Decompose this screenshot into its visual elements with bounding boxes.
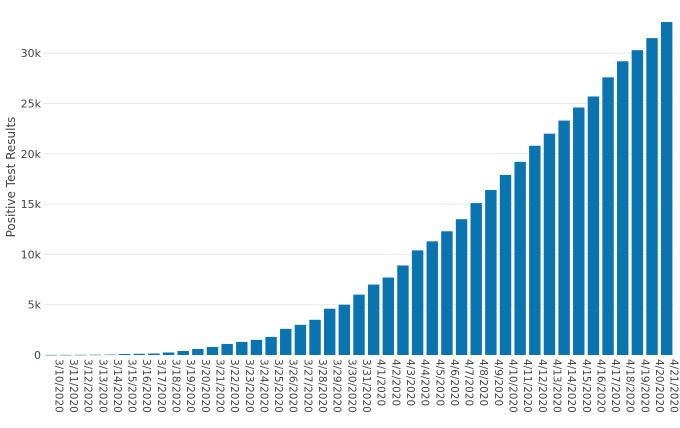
x-tick-label: 3/24/2020 xyxy=(257,359,269,413)
bar[interactable] xyxy=(323,308,336,355)
bar[interactable] xyxy=(543,133,556,355)
x-tick-label: 3/22/2020 xyxy=(228,359,240,413)
y-axis-ticks: 0 5k 10k 15k 20k 25k 30k xyxy=(21,47,42,362)
x-tick-label: 3/11/2020 xyxy=(67,359,79,413)
x-tick-label: 3/17/2020 xyxy=(155,359,167,413)
x-tick-label: 4/2/2020 xyxy=(389,359,401,406)
y-axis-label: Positive Test Results xyxy=(4,117,18,238)
bar[interactable] xyxy=(397,265,409,355)
bar[interactable] xyxy=(148,353,160,355)
x-tick-label: 3/23/2020 xyxy=(243,359,255,413)
x-tick-label: 4/1/2020 xyxy=(375,359,387,406)
x-tick-label: 4/4/2020 xyxy=(419,359,431,406)
x-tick-label: 4/3/2020 xyxy=(404,359,416,406)
y-tick-label: 20k xyxy=(21,148,42,161)
x-tick-label: 3/15/2020 xyxy=(126,359,138,413)
bar[interactable] xyxy=(338,304,351,355)
bar[interactable] xyxy=(133,353,145,355)
x-tick-label: 3/14/2020 xyxy=(111,359,123,413)
x-tick-label: 4/19/2020 xyxy=(638,359,650,413)
x-tick-label: 4/12/2020 xyxy=(536,359,548,413)
bar[interactable] xyxy=(617,61,629,356)
x-tick-label: 3/27/2020 xyxy=(301,359,313,413)
x-tick-label: 4/13/2020 xyxy=(550,359,562,413)
bar[interactable] xyxy=(573,107,585,355)
x-tick-label: 3/18/2020 xyxy=(170,359,182,413)
x-tick-label: 4/17/2020 xyxy=(609,359,621,413)
x-tick-label: 4/16/2020 xyxy=(594,359,606,413)
bar[interactable] xyxy=(236,341,248,355)
x-tick-label: 3/28/2020 xyxy=(316,359,328,413)
bar[interactable] xyxy=(192,348,204,355)
x-tick-label: 4/18/2020 xyxy=(624,359,636,413)
bar[interactable] xyxy=(646,38,658,355)
x-tick-label: 3/13/2020 xyxy=(96,359,108,413)
bar[interactable] xyxy=(558,120,570,356)
x-tick-label: 3/12/2020 xyxy=(82,359,94,413)
bars xyxy=(45,22,673,356)
x-tick-label: 3/30/2020 xyxy=(345,359,357,413)
y-tick-label: 10k xyxy=(21,248,42,261)
x-tick-label: 3/16/2020 xyxy=(140,359,152,413)
x-tick-label: 4/10/2020 xyxy=(507,359,519,413)
bar[interactable] xyxy=(118,353,131,355)
bar[interactable] xyxy=(45,354,58,356)
bar[interactable] xyxy=(485,190,497,355)
bar[interactable] xyxy=(265,336,277,355)
x-tick-label: 4/7/2020 xyxy=(463,359,475,406)
x-tick-label: 3/29/2020 xyxy=(331,359,343,413)
bar[interactable] xyxy=(104,354,116,356)
x-tick-label: 4/15/2020 xyxy=(580,359,592,413)
bar[interactable] xyxy=(294,324,307,355)
bar[interactable] xyxy=(470,203,482,355)
bar[interactable] xyxy=(455,219,468,355)
x-tick-label: 3/20/2020 xyxy=(199,359,211,413)
bar[interactable] xyxy=(89,354,101,356)
y-tick-label: 30k xyxy=(21,47,42,60)
bar[interactable] xyxy=(587,96,600,356)
bar[interactable] xyxy=(309,319,321,355)
bar[interactable] xyxy=(426,241,438,355)
x-tick-label: 4/8/2020 xyxy=(477,359,489,406)
y-tick-label: 25k xyxy=(21,98,42,111)
bar[interactable] xyxy=(74,354,87,356)
bar[interactable] xyxy=(499,174,512,355)
x-tick-label: 3/10/2020 xyxy=(52,359,64,413)
x-tick-label: 3/31/2020 xyxy=(360,359,372,413)
x-tick-label: 3/19/2020 xyxy=(184,359,196,413)
bar[interactable] xyxy=(367,284,380,355)
bar[interactable] xyxy=(660,22,673,356)
bar[interactable] xyxy=(411,250,424,355)
bar[interactable] xyxy=(382,277,395,355)
bar[interactable] xyxy=(162,352,175,355)
x-tick-label: 4/9/2020 xyxy=(492,359,504,406)
x-tick-label: 4/14/2020 xyxy=(565,359,577,413)
x-tick-label: 4/20/2020 xyxy=(653,359,665,413)
x-tick-label: 4/6/2020 xyxy=(448,359,460,406)
x-tick-label: 3/26/2020 xyxy=(287,359,299,413)
bar[interactable] xyxy=(631,50,644,356)
x-tick-label: 3/21/2020 xyxy=(213,359,225,413)
bar[interactable] xyxy=(514,161,526,355)
y-tick-label: 0 xyxy=(34,349,41,362)
bar[interactable] xyxy=(250,339,263,355)
x-tick-label: 4/11/2020 xyxy=(521,359,533,413)
x-tick-label: 4/21/2020 xyxy=(668,359,680,413)
bar[interactable] xyxy=(280,328,292,355)
x-axis-ticks: 3/10/2020 3/11/2020 3/12/2020 3/13/2020 3/14… xyxy=(52,359,679,413)
x-tick-label: 4/5/2020 xyxy=(433,359,445,406)
bar[interactable] xyxy=(177,350,189,355)
y-tick-label: 5k xyxy=(28,299,42,312)
bar[interactable] xyxy=(60,354,72,356)
bar[interactable] xyxy=(441,231,453,355)
x-tick-label: 3/25/2020 xyxy=(272,359,284,413)
bar[interactable] xyxy=(602,77,614,356)
bar[interactable] xyxy=(353,294,365,355)
bar[interactable] xyxy=(206,346,219,355)
y-tick-label: 15k xyxy=(21,198,42,211)
bar[interactable] xyxy=(529,145,541,355)
bar[interactable] xyxy=(221,343,233,355)
